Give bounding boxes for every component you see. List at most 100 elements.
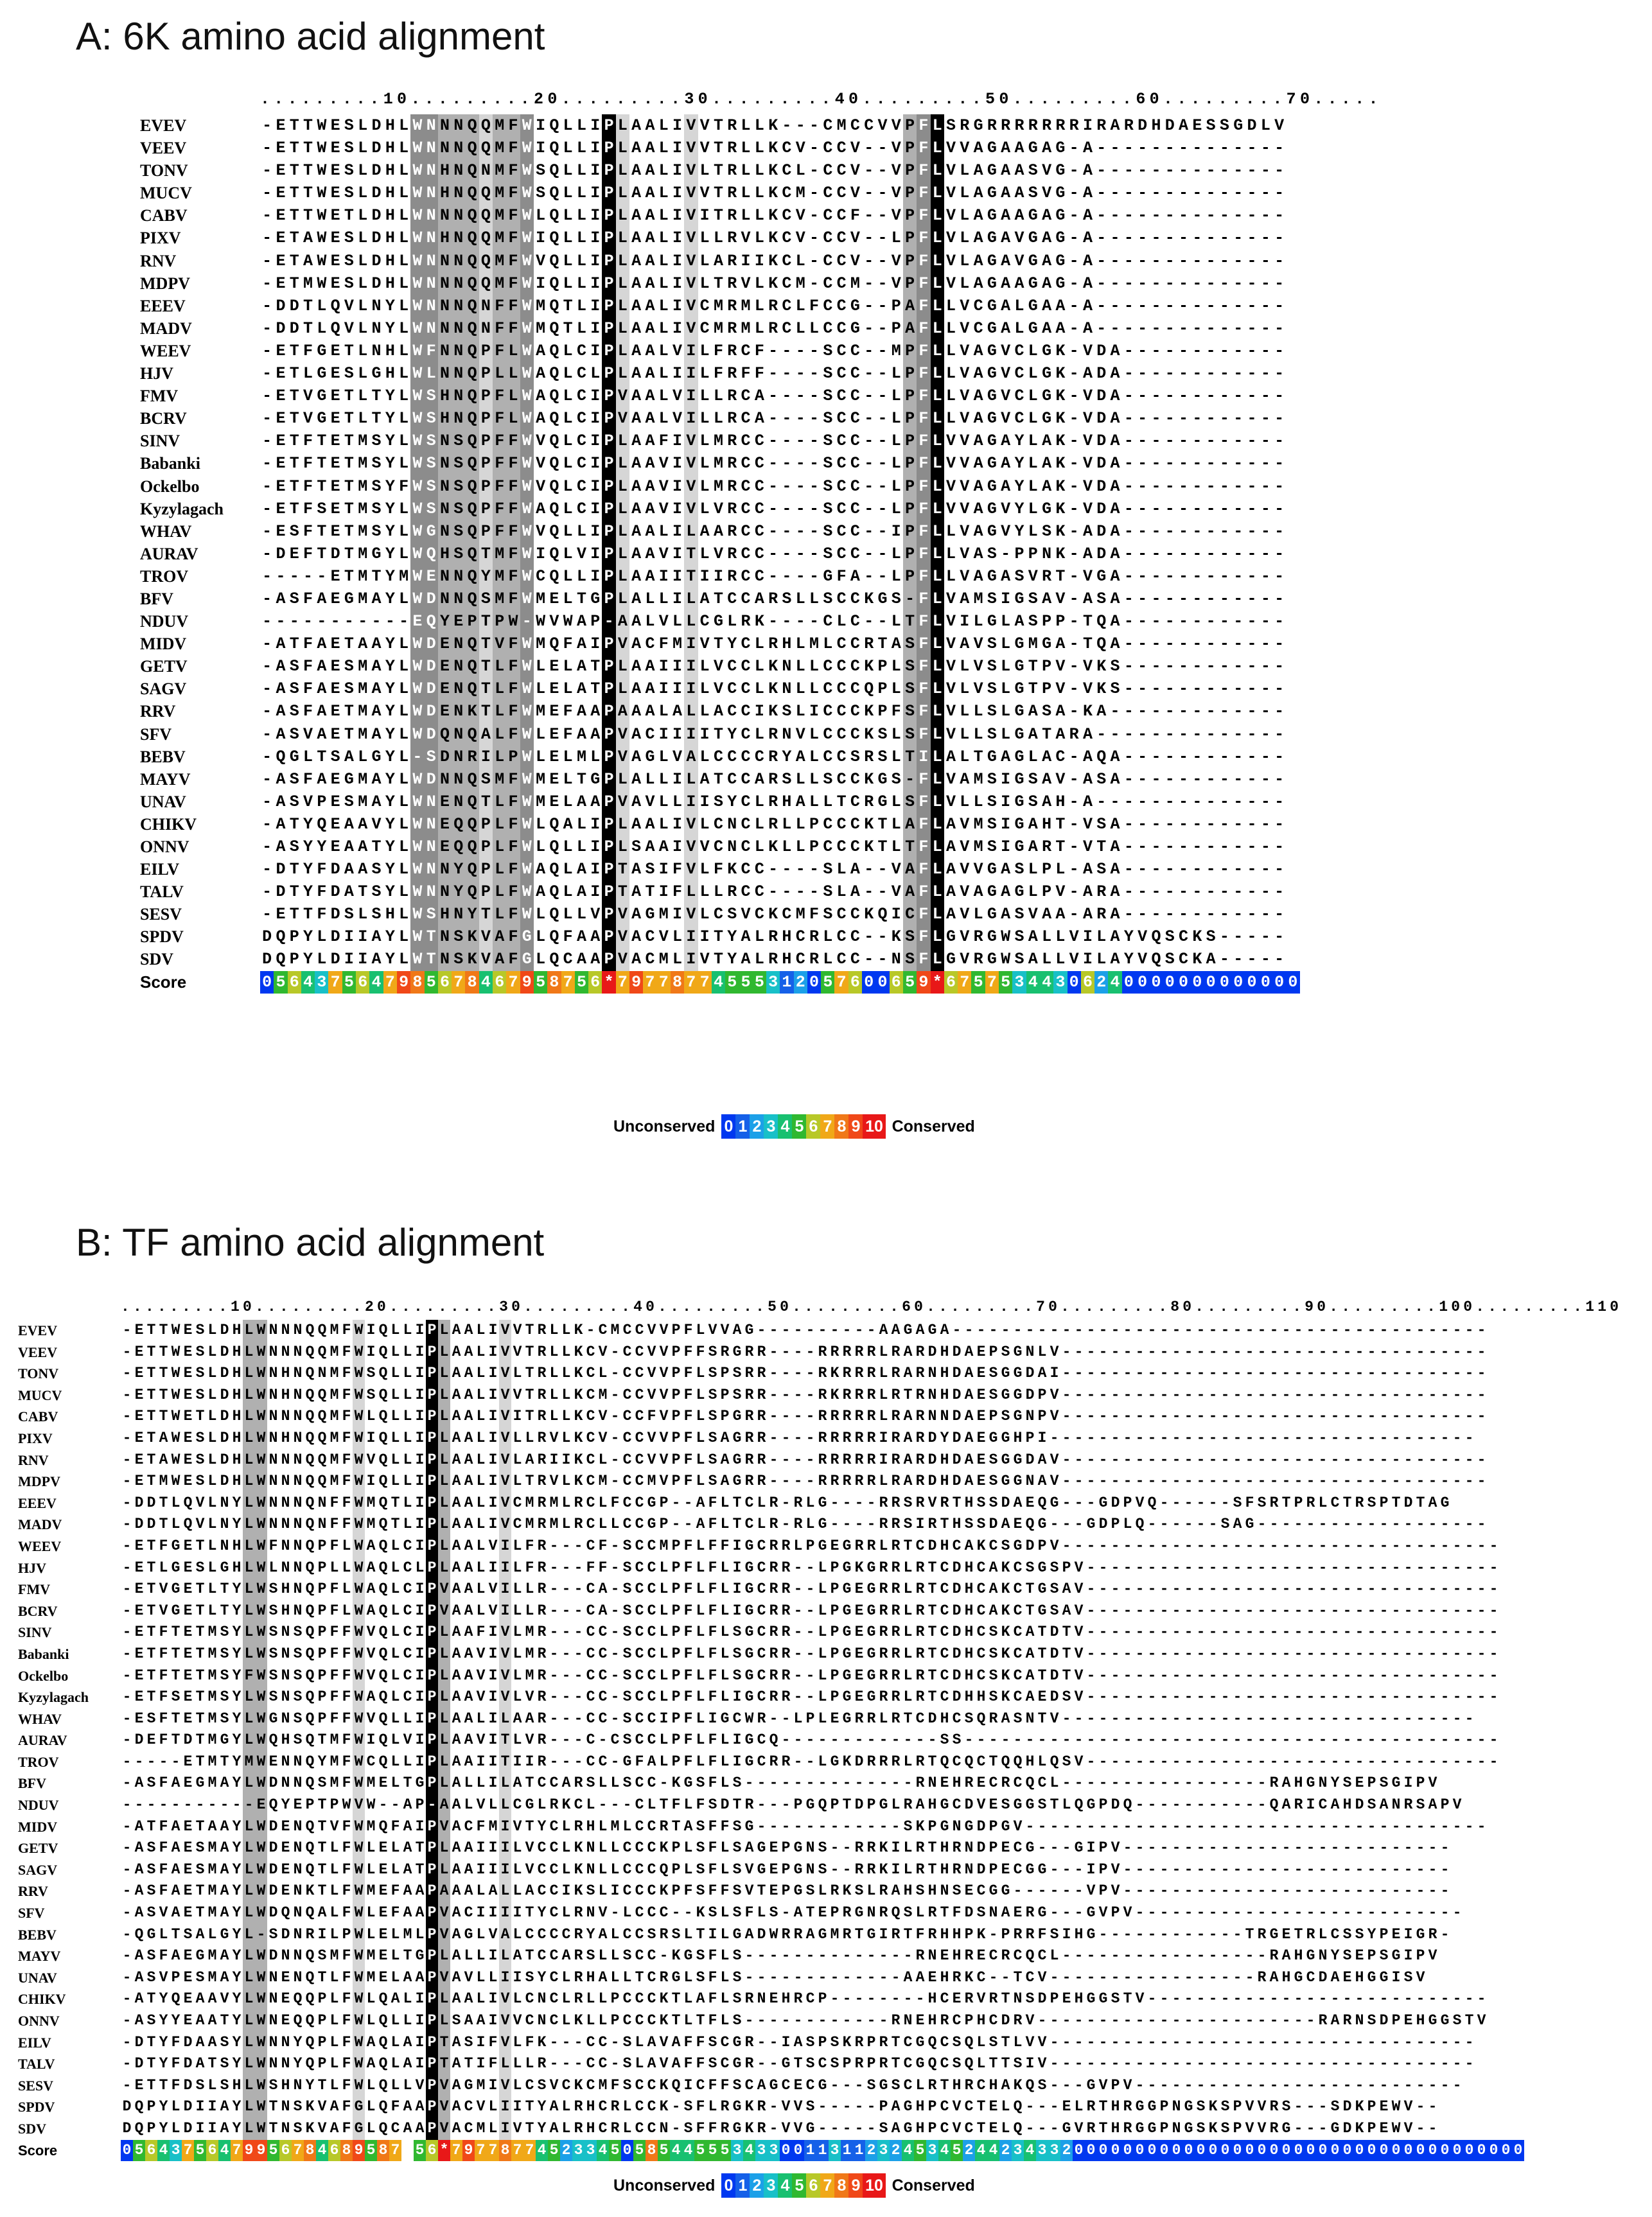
species-name: Babanki — [140, 454, 200, 473]
alignment-row: SPDV D Q P Y L D I I A Y L W T N S K V A F G L Q F A A P V A C V L I I T Y A… — [0, 925, 1652, 949]
alignment-row: Kyzylagach - E T F S E T M S Y L W S N S Q P F F W A Q L C I P L A A V… — [0, 1687, 1652, 1708]
species-name: MDPV — [140, 274, 190, 293]
alignment-row: WHAV - E S F T E T M S Y L W G N S Q P F F W V Q L L I P L A A L I L A A R -… — [0, 1708, 1652, 1730]
alignment-row: AURAV - D E F T D T M G Y L W Q H S Q T M F W I Q L V I P L A A V I T L V R… — [0, 542, 1652, 565]
alignment-row: SDV D Q P Y L D I I A Y L W T N S K V A F G L Q C A A P V A C M L I V T Y A L… — [0, 948, 1652, 971]
alignment-row: EVEV - E T T W E S L D H L W N N N Q Q M F W I Q L L I P L A A L I V V T R L… — [0, 1320, 1652, 1342]
alignment-row: VEEV - E T T W E S L D H L W N N N Q Q M F W I Q L L I P L A A L I V V T R L… — [0, 137, 1652, 160]
species-name: SINV — [140, 432, 180, 451]
panel-a-ruler: .........10.........20.........30.......… — [260, 90, 1382, 109]
legend-chip: 2 — [750, 1114, 764, 1139]
species-name: TROV — [140, 566, 189, 586]
species-name: EVEV — [140, 116, 187, 135]
alignment-row: Ockelbo - E T F T E T M S Y F W S N S Q P F F W V Q L C I P L A A V I V L… — [0, 475, 1652, 498]
alignment-row: Babanki - E T F T E T M S Y L W S N S Q P F F W V Q L C I P L A A V I V L… — [0, 452, 1652, 475]
alignment-row: RNV - E T A W E S L D H L W N N N Q Q M F W V Q L L I P L A A L I V L A R I I… — [0, 1449, 1652, 1471]
species-name: CHIKV — [18, 1991, 66, 2008]
panel-a-legend: Unconserved 0 1 2 3 4 5 6 7 8 9 10 Conserved — [613, 1114, 975, 1139]
legend-conserved-label: Conserved — [892, 2176, 975, 2195]
species-name: WHAV — [18, 1710, 62, 1727]
species-name: GETV — [140, 657, 188, 676]
species-name: MUCV — [18, 1387, 62, 1403]
alignment-row: EEEV - D D T L Q V L N Y L W N N N Q N F F W M Q T L I P L A A L I V C M R M… — [0, 1492, 1652, 1514]
species-name: GETV — [18, 1840, 58, 1857]
alignment-row: PIXV - E T A W E S L D H L W N H N Q Q M F W I Q L L I P L A A L I V L L R V… — [0, 227, 1652, 250]
alignment-row: CHIKV - A T Y Q E A A V Y L W N E Q Q P L F W L Q A L I P L A A L I V L C N… — [0, 812, 1652, 836]
species-name: PIXV — [18, 1430, 53, 1446]
species-name: Ockelbo — [140, 477, 200, 496]
alignment-row: SPDV D Q P Y L D I I A Y L W T N S K V A F G L Q F A A P V A C V L I I T Y A… — [0, 2096, 1652, 2118]
species-name: RNV — [140, 251, 177, 270]
species-name: SFV — [140, 724, 172, 744]
alignment-row: EEEV - D D T L Q V L N Y L W N N N Q N F F W M Q T L I P L A A L I V C M R M… — [0, 294, 1652, 317]
species-name: EVEV — [18, 1322, 58, 1338]
alignment-row: CABV - E T T W E T L D H L W N N N Q Q M F W L Q L L I P L A A L I V I T R L… — [0, 1406, 1652, 1428]
alignment-row: BFV - A S F A E G M A Y L W D N N Q S M F W M E L T G P L A L L I L A T C C A… — [0, 587, 1652, 611]
legend-unconserved-label: Unconserved — [613, 1117, 716, 1135]
alignment-row: SINV - E T F T E T M S Y L W S N S Q P F F W V Q L C I P L A A F I V L M R -… — [0, 1622, 1652, 1643]
legend-chip: 3 — [764, 1114, 778, 1139]
legend-unconserved-label: Unconserved — [613, 2176, 716, 2195]
species-name: TALV — [18, 2056, 55, 2072]
legend-chip: 8 — [834, 2173, 849, 2198]
legend-chip: 4 — [778, 1114, 793, 1139]
species-name: VEEV — [18, 1344, 58, 1360]
species-name: TALV — [140, 882, 184, 902]
legend-chip: 1 — [735, 1114, 750, 1139]
alignment-row: HJV - E T L G E S L G H L W L N N Q P L L W A Q L C L P L A A L I I L F R F F… — [0, 362, 1652, 385]
alignment-row: TALV - D T Y F D A T S Y L W N N Y Q P L F W A Q L A I P T A T I F L L L R C… — [0, 881, 1652, 904]
species-name: Kyzylagach — [18, 1689, 89, 1706]
species-name: SDV — [140, 950, 174, 969]
species-name: BFV — [140, 589, 173, 608]
species-name: SPDV — [18, 2099, 55, 2116]
species-name: Ockelbo — [18, 1667, 69, 1684]
alignment-row: BFV - A S F A E G M A Y L W D N N Q S M F W M E L T G P L A L L I L A T C C A… — [0, 1773, 1652, 1795]
species-name: MUCV — [140, 184, 192, 203]
species-name: PIXV — [140, 229, 181, 248]
alignment-row: SFV - A S V A E T M A Y L W D Q N Q A L F W L E F A A P V A C I I I I T Y C L… — [0, 723, 1652, 746]
alignment-row: GETV - A S F A E S M A Y L W D E N Q T L F W L E L A T P L A A I I I L V C C… — [0, 1837, 1652, 1859]
species-name: SDV — [18, 2120, 47, 2137]
alignment-row: SDV D Q P Y L D I I A Y L W T N S K V A F G L Q C A A P V A C M L I V T Y A L… — [0, 2117, 1652, 2140]
species-name: FMV — [140, 387, 179, 406]
alignment-row: MAYV - A S F A E G M A Y L W D N N Q S M F W M E L T G P L A L L I L A T C C… — [0, 767, 1652, 791]
species-name: BFV — [18, 1775, 46, 1792]
alignment-row: MIDV - A T F A E T A A Y L W D E N Q T V F W M Q F A I P V A C F M I V T Y C… — [0, 633, 1652, 656]
species-name: BCRV — [18, 1602, 58, 1619]
alignment-row: AURAV - D E F T D T M G Y L W Q H S Q T M F W I Q L V I P L A A V I T L V R… — [0, 1730, 1652, 1751]
legend-chip: 9 — [848, 1114, 863, 1139]
legend-chip: 10 — [863, 1114, 886, 1139]
alignment-row: MADV - D D T L Q V L N Y L W N N N Q N F F W M Q T L I P L A A L I V C M R M… — [0, 1514, 1652, 1536]
panel-b-ruler: .........10.........20.........30.......… — [121, 1299, 1622, 1315]
alignment-row: PIXV - E T A W E S L D H L W N H N Q Q M F W I Q L L I P L A A L I V L L R V… — [0, 1427, 1652, 1450]
